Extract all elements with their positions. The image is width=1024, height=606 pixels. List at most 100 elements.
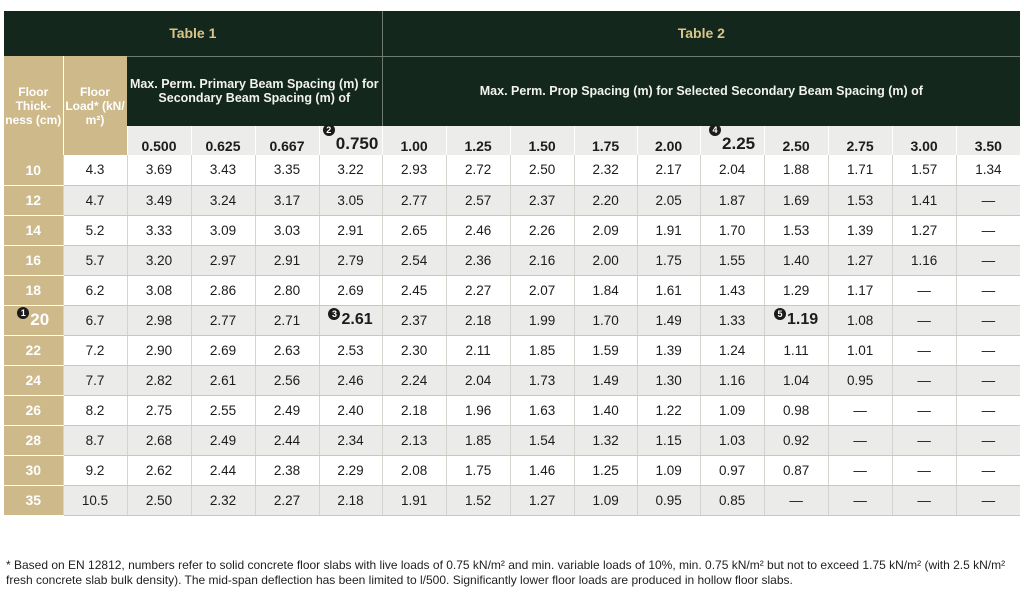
table-cell: 1.25 bbox=[573, 455, 638, 486]
floor-load-cell: 4.3 bbox=[62, 155, 127, 186]
table-cell: 1.27 bbox=[827, 245, 893, 276]
table-cell: 1.40 bbox=[763, 245, 829, 276]
table-cell: 1.04 bbox=[763, 365, 829, 396]
table-cell: 1.87 bbox=[699, 185, 765, 216]
table-cell: 2.50 bbox=[509, 155, 575, 186]
table-cell: 3.33 bbox=[126, 215, 191, 246]
table-cell: 2.38 bbox=[254, 455, 319, 486]
table-cell: 2.80 bbox=[254, 275, 319, 306]
table-cell: — bbox=[955, 395, 1021, 426]
table-cell: — bbox=[955, 425, 1021, 456]
table-cell: 2.17 bbox=[636, 155, 701, 186]
table1-description: Max. Perm. Primary Beam Spacing (m) for … bbox=[127, 55, 383, 126]
table-cell: 1.91 bbox=[381, 485, 447, 516]
table-cell: — bbox=[955, 335, 1021, 366]
table-cell: 2.75 bbox=[126, 395, 191, 426]
spacing-header-cell: 1.00 bbox=[381, 126, 447, 155]
table-cell: 1.84 bbox=[573, 275, 638, 306]
table-cell: 1.85 bbox=[445, 425, 511, 456]
table1-title: Table 1 bbox=[4, 11, 383, 56]
table-cell: — bbox=[891, 365, 957, 396]
table-cell: 2.40 bbox=[318, 395, 383, 426]
table-cell: 1.39 bbox=[827, 215, 893, 246]
table-cell: — bbox=[891, 395, 957, 426]
table-cell: 1.11 bbox=[763, 335, 829, 366]
table-cell: 1.29 bbox=[763, 275, 829, 306]
table-cell: 2.05 bbox=[636, 185, 701, 216]
table-cell: 2.29 bbox=[318, 455, 383, 486]
table-cell: 1.75 bbox=[445, 455, 511, 486]
floor-load-cell: 4.7 bbox=[62, 185, 127, 216]
table-cell: — bbox=[955, 365, 1021, 396]
table-cell: 1.40 bbox=[573, 395, 638, 426]
table-cell: 3.24 bbox=[190, 185, 255, 216]
floor-thickness-cell: 26 bbox=[4, 395, 63, 426]
table-cell: — bbox=[827, 455, 893, 486]
table-cell: 1.71 bbox=[827, 155, 893, 186]
table-cell: — bbox=[763, 485, 829, 516]
table-cell: 1.61 bbox=[636, 275, 701, 306]
floor-load-cell: 5.2 bbox=[62, 215, 127, 246]
table-cell: 3.43 bbox=[190, 155, 255, 186]
table-cell: — bbox=[955, 455, 1021, 486]
marker-badge: 3 bbox=[328, 308, 341, 320]
floor-load-cell: 10.5 bbox=[62, 485, 127, 516]
table-cell: 2.20 bbox=[573, 185, 638, 216]
table-cell: 1.53 bbox=[827, 185, 893, 216]
table-cell: — bbox=[955, 245, 1021, 276]
table-cell: 1.46 bbox=[509, 455, 575, 486]
spacing-header-cell: 1.25 bbox=[445, 126, 511, 155]
table-cell: 2.34 bbox=[318, 425, 383, 456]
table-cell: 1.70 bbox=[573, 305, 638, 336]
table-cell: 2.36 bbox=[445, 245, 511, 276]
floor-load-header: Floor Load* (kN/ m²) bbox=[62, 56, 127, 155]
spacing-header-cell: 3.00 bbox=[891, 126, 957, 155]
marker-badge: 2 bbox=[322, 124, 335, 136]
table-cell: 2.91 bbox=[318, 215, 383, 246]
table-row: 1 20 6.7 2.98 2.77 2.71 3 2.61 2.37 2.18 1.99 1.70 1… bbox=[4, 305, 1021, 336]
table-cell: — bbox=[891, 485, 957, 516]
table-row: 30 9.2 2.62 2.44 2.38 2.29 2.08 1.75 1.46 1.25 1.0… bbox=[4, 455, 1021, 486]
spacing-header-row: 0.500 0.625 0.667 20.750 1.00 1.25 1.50 1.75 2.0… bbox=[4, 124, 1021, 155]
floor-thickness-cell: 24 bbox=[4, 365, 63, 396]
table-cell: 2.13 bbox=[381, 425, 447, 456]
table-cell: 2.49 bbox=[254, 395, 319, 426]
table-cell: 2.90 bbox=[126, 335, 191, 366]
table-cell: 1.08 bbox=[827, 305, 893, 336]
table-cell: 1.16 bbox=[699, 365, 765, 396]
table-cell: — bbox=[955, 305, 1021, 336]
table-cell: 2.57 bbox=[445, 185, 511, 216]
table-cell: 5 1.19 bbox=[763, 305, 829, 336]
table-cell: 1.33 bbox=[699, 305, 765, 336]
table-cell: 3.49 bbox=[126, 185, 191, 216]
table-cell: 2.46 bbox=[445, 215, 511, 246]
table-cell: 2.79 bbox=[318, 245, 383, 276]
floor-thickness-cell: 22 bbox=[4, 335, 63, 366]
table-cell: 3.03 bbox=[254, 215, 319, 246]
table-cell: 2.93 bbox=[381, 155, 447, 186]
table-cell: 2.72 bbox=[445, 155, 511, 186]
table-cell: 3.35 bbox=[254, 155, 319, 186]
table-cell: 2.65 bbox=[381, 215, 447, 246]
floor-thickness-cell: 18 bbox=[4, 275, 63, 306]
floor-thickness-cell: 12 bbox=[4, 185, 63, 216]
table-cell: 2.32 bbox=[573, 155, 638, 186]
spacing-header-cell: 0.667 bbox=[254, 126, 319, 155]
floor-thickness-cell: 1 20 bbox=[4, 305, 63, 336]
marker-badge: 1 bbox=[17, 307, 30, 319]
table-cell: 2.69 bbox=[190, 335, 255, 366]
floor-load-cell: 5.7 bbox=[62, 245, 127, 276]
footnote: * Based on EN 12812, numbers refer to so… bbox=[6, 558, 1006, 587]
spacing-header-cell: 42.25 bbox=[699, 124, 765, 155]
table-row: 24 7.7 2.82 2.61 2.56 2.46 2.24 2.04 1.73 1.49 1.3… bbox=[4, 365, 1021, 396]
table-cell: 2.27 bbox=[254, 485, 319, 516]
table-cell: 1.88 bbox=[763, 155, 829, 186]
table-cell: 1.30 bbox=[636, 365, 701, 396]
table-cell: — bbox=[891, 305, 957, 336]
table-cell: 1.09 bbox=[573, 485, 638, 516]
table-cell: 2.69 bbox=[318, 275, 383, 306]
table-cell: 1.41 bbox=[891, 185, 957, 216]
floor-load-cell: 6.7 bbox=[62, 305, 127, 336]
table-cell: 2.18 bbox=[445, 305, 511, 336]
floor-thickness-cell: 35 bbox=[4, 485, 63, 516]
